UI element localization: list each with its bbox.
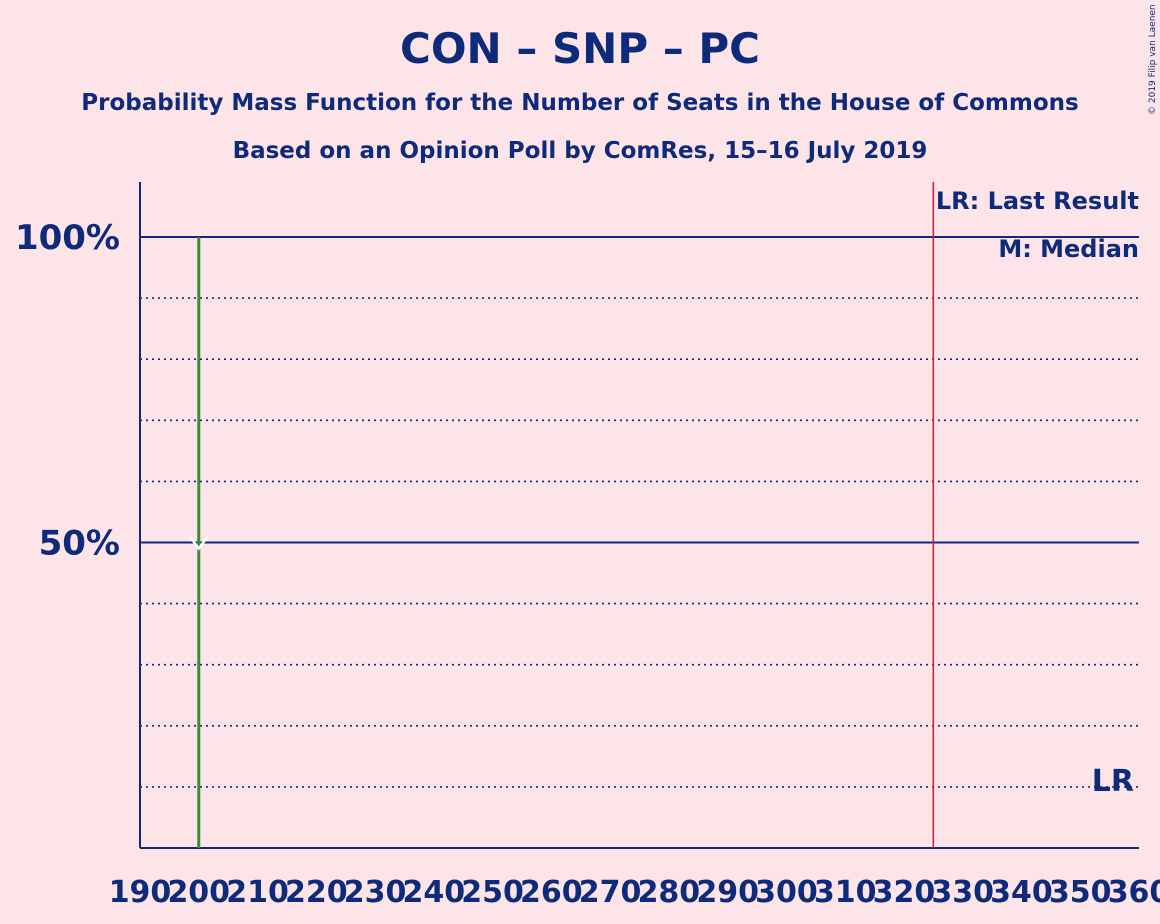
lr-marker-label: LR	[1092, 764, 1134, 799]
legend-median: M: Median	[998, 235, 1139, 263]
x-tick-label: 290	[696, 875, 759, 910]
y-axis-ticks: 50% 100%	[15, 218, 120, 564]
x-tick-label: 300	[755, 875, 818, 910]
x-tick-label: 280	[638, 875, 701, 910]
y-tick-label: 100%	[15, 218, 120, 258]
chart-title: CON – SNP – PC	[400, 24, 760, 73]
x-tick-label: 360	[1108, 875, 1160, 910]
x-tick-label: 310	[814, 875, 877, 910]
x-tick-label: 350	[1049, 875, 1112, 910]
x-tick-label: 230	[344, 875, 407, 910]
x-tick-label: 190	[109, 875, 172, 910]
gridlines	[140, 236, 1139, 788]
x-tick-label: 250	[461, 875, 524, 910]
chart-source: Based on an Opinion Poll by ComRes, 15–1…	[232, 138, 928, 164]
x-tick-label: 340	[990, 875, 1053, 910]
x-tick-label: 320	[873, 875, 936, 910]
x-tick-label: 270	[579, 875, 642, 910]
chart-subtitle: Probability Mass Function for the Number…	[81, 90, 1079, 116]
x-tick-label: 240	[403, 875, 466, 910]
y-tick-label: 50%	[39, 524, 120, 564]
x-tick-label: 220	[285, 875, 348, 910]
legend-last-result: LR: Last Result	[936, 187, 1139, 215]
x-tick-label: 260	[520, 875, 583, 910]
median-marker	[188, 535, 209, 551]
x-tick-label: 210	[226, 875, 289, 910]
markers	[188, 182, 935, 848]
x-tick-label: 330	[931, 875, 994, 910]
axes	[139, 182, 1139, 849]
x-tick-label: 200	[167, 875, 230, 910]
x-axis-ticks: 1902002102202302402502602702802903003103…	[109, 875, 1160, 910]
